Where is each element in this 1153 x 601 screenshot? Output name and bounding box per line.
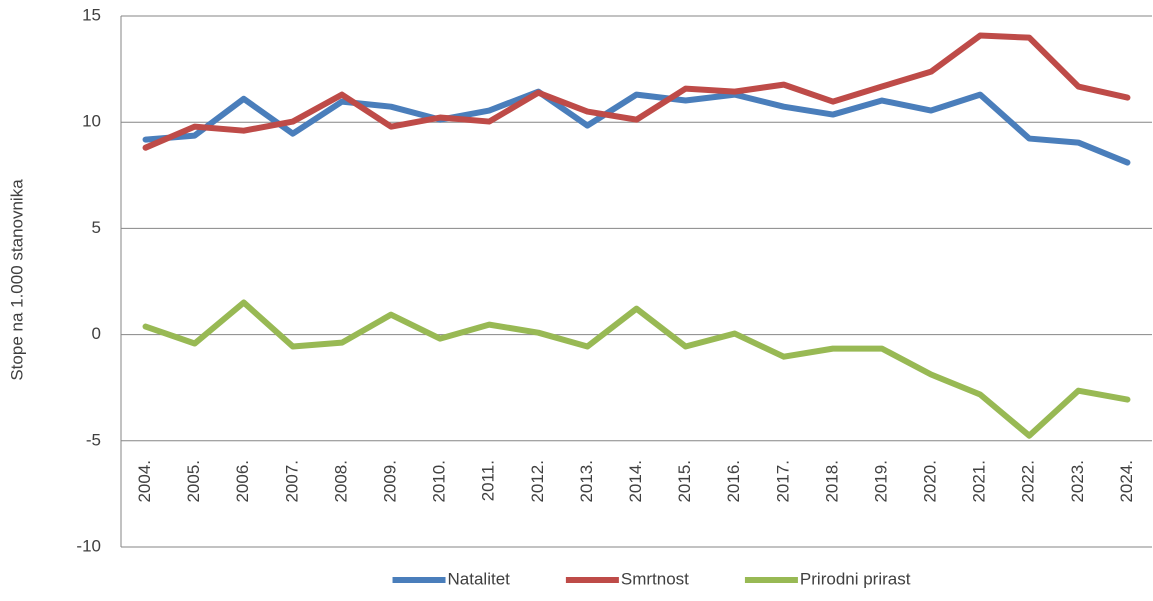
- x-tick-label: 2006.: [233, 460, 252, 503]
- y-tick-label: 15: [82, 5, 101, 24]
- x-tick-label: 2021.: [970, 460, 989, 503]
- x-tick-label: 2020.: [921, 460, 940, 503]
- y-axis-title: Stope na 1.000 stanovnika: [7, 179, 26, 381]
- x-tick-label: 2015.: [675, 460, 694, 503]
- x-tick-label: 2018.: [822, 460, 841, 503]
- x-tick-label: 2014.: [626, 460, 645, 503]
- x-tick-label: 2010.: [430, 460, 449, 503]
- x-tick-label: 2017.: [773, 460, 792, 503]
- series-line: [142, 299, 1131, 439]
- x-tick-label: 2022.: [1019, 460, 1038, 503]
- x-tick-label: 2016.: [724, 460, 743, 503]
- y-tick-label: 10: [82, 112, 101, 131]
- x-tick-label: 2009.: [381, 460, 400, 503]
- series-line: [142, 32, 1131, 151]
- x-tick-label: 2012.: [528, 460, 547, 503]
- y-tick-label: 0: [92, 324, 101, 343]
- x-tick-label: 2004.: [135, 460, 154, 503]
- x-tick-label: 2013.: [577, 460, 596, 503]
- x-tick-label: 2008.: [331, 460, 350, 503]
- x-tick-label: 2023.: [1068, 460, 1087, 503]
- legend-label: Natalitet: [448, 569, 511, 588]
- y-tick-label: 5: [92, 218, 101, 237]
- series-line: [142, 88, 1131, 166]
- x-tick-label: 2011.: [479, 460, 498, 501]
- legend-label: Smrtnost: [621, 569, 689, 588]
- x-tick-label: 2024.: [1117, 460, 1136, 503]
- y-tick-label: -10: [76, 536, 101, 555]
- x-tick-label: 2005.: [184, 460, 203, 503]
- y-tick-label: -5: [86, 430, 101, 449]
- x-tick-label: 2007.: [282, 460, 301, 503]
- legend-label: Prirodni prirast: [800, 569, 911, 588]
- x-tick-label: 2019.: [871, 460, 890, 503]
